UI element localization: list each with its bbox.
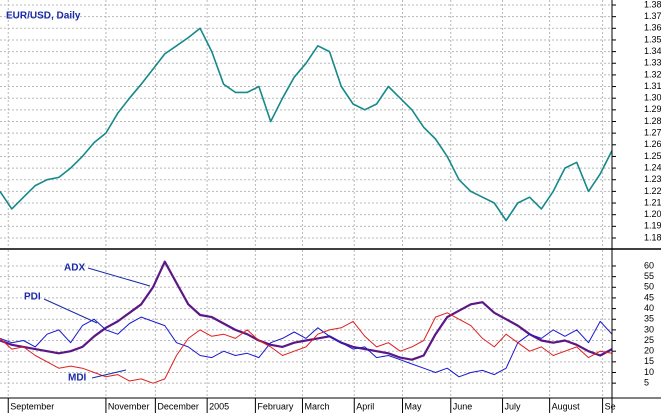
y-tick-label: 1.35: [644, 34, 661, 44]
y-tick-label: 1.22: [644, 186, 661, 196]
y-tick-label: 25: [644, 335, 654, 345]
y-tick-label: 45: [644, 292, 654, 302]
x-tick-label: July: [505, 401, 522, 411]
y-tick-label: 1.19: [644, 221, 661, 231]
y-tick-label: 15: [644, 356, 654, 366]
series-line: [0, 260, 613, 361]
chart-title: EUR/USD, Daily: [6, 11, 81, 22]
y-tick-label: 30: [644, 324, 654, 334]
y-tick-label: 1.31: [644, 81, 661, 91]
y-tick-label: 50: [644, 282, 654, 292]
x-tick-label: May: [405, 401, 423, 411]
annotation-pointer: [87, 267, 151, 287]
annotation-pointer: [43, 298, 98, 324]
series-line: [0, 316, 613, 378]
y-tick-label: 1.37: [644, 11, 661, 21]
x-tick-label: December: [157, 401, 199, 411]
x-tick-label: September: [10, 401, 54, 411]
y-tick-label: 1.25: [644, 151, 661, 161]
y-tick-label: 1.21: [644, 197, 661, 207]
y-tick-label: 1.32: [644, 69, 661, 79]
y-tick-label: 1.33: [644, 58, 661, 68]
annotation: MDI: [68, 373, 87, 384]
y-tick-label: 20: [644, 346, 654, 356]
y-tick-label: 1.34: [644, 46, 661, 56]
y-tick-label: 1.30: [644, 93, 661, 103]
y-tick-label: 1.27: [644, 128, 661, 138]
y-tick-label: 1.23: [644, 174, 661, 184]
y-tick-label: 1.26: [644, 139, 661, 149]
y-tick-label: 40: [644, 303, 654, 313]
y-tick-label: 5: [644, 378, 649, 388]
x-tick-label: August: [552, 401, 581, 411]
y-tick-label: 1.24: [644, 162, 661, 172]
annotation-pointer: [91, 369, 127, 379]
annotation: ADX: [64, 263, 85, 274]
x-tick-label: 2005: [209, 401, 229, 411]
y-tick-label: 1.36: [644, 23, 661, 33]
annotation: PDI: [24, 292, 41, 303]
x-tick-label: April: [356, 401, 374, 411]
y-tick-label: 60: [644, 260, 654, 270]
x-tick-label: March: [304, 401, 329, 411]
y-tick-label: 55: [644, 271, 654, 281]
x-tick-label: February: [257, 401, 294, 411]
y-tick-label: 1.28: [644, 116, 661, 126]
y-tick-label: 35: [644, 314, 654, 324]
x-tick-label: June: [453, 401, 473, 411]
series-line: [0, 27, 613, 222]
x-tick-label: November: [108, 401, 150, 411]
y-tick-label: 10: [644, 367, 654, 377]
y-tick-label: 1.18: [644, 232, 661, 242]
x-tick-label: Se: [605, 401, 616, 411]
y-tick-label: 1.38: [644, 0, 661, 9]
y-tick-label: 1.20: [644, 209, 661, 219]
y-tick-label: 1.29: [644, 104, 661, 114]
